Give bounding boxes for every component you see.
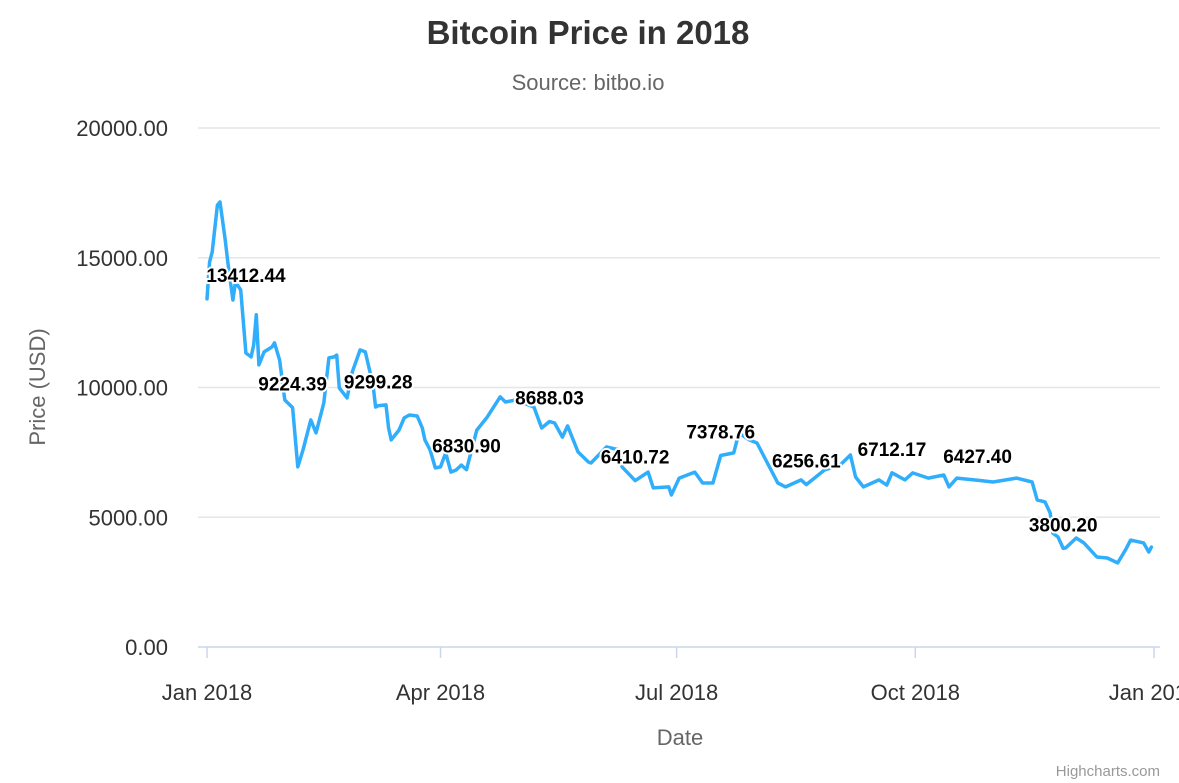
y-axis-labels: 0.00 5000.00 10000.00 15000.00 20000.00 [76,116,168,660]
x-tick-label: Jan 2018 [162,680,253,705]
price-series-line[interactable] [205,200,1154,565]
credits-link[interactable]: Highcharts.com [1056,763,1160,780]
data-label: 6427.40 [943,447,1012,468]
data-label: 7378.76 [686,423,755,444]
data-label: 6712.17 [858,440,927,461]
data-label: 9299.28 [344,373,413,394]
chart-subtitle: Source: bitbo.io [512,70,665,95]
x-tick-label: Jul 2018 [635,680,718,705]
data-label: 9224.39 [258,375,327,396]
data-label: 8688.03 [515,389,584,410]
grid-lines [198,127,1160,518]
data-labels: 13412.44 9224.39 9299.28 6830.90 8688.03 6410… [204,264,1099,538]
x-axis-title: Date [657,725,703,750]
data-label: 13412.44 [206,266,286,287]
data-label: 6256.61 [772,452,841,473]
x-tick-label: Oct 2018 [871,680,960,705]
data-label: 6830.90 [432,437,501,458]
x-axis: Jan 2018 Apr 2018 Jul 2018 Oct 2018 Jan 2019 [162,646,1179,705]
y-tick-label: 10000.00 [76,376,168,401]
y-tick-label: 15000.00 [76,246,168,271]
y-tick-label: 20000.00 [76,116,168,141]
y-axis-title: Price (USD) [25,328,50,445]
y-tick-label: 5000.00 [88,505,168,530]
x-tick-label: Apr 2018 [396,680,485,705]
y-tick-label: 0.00 [125,635,168,660]
x-tick-label: Jan 2019 [1109,680,1179,705]
data-label: 3800.20 [1029,515,1098,536]
data-label: 6410.72 [601,448,670,469]
chart-title: Bitcoin Price in 2018 [427,14,750,51]
